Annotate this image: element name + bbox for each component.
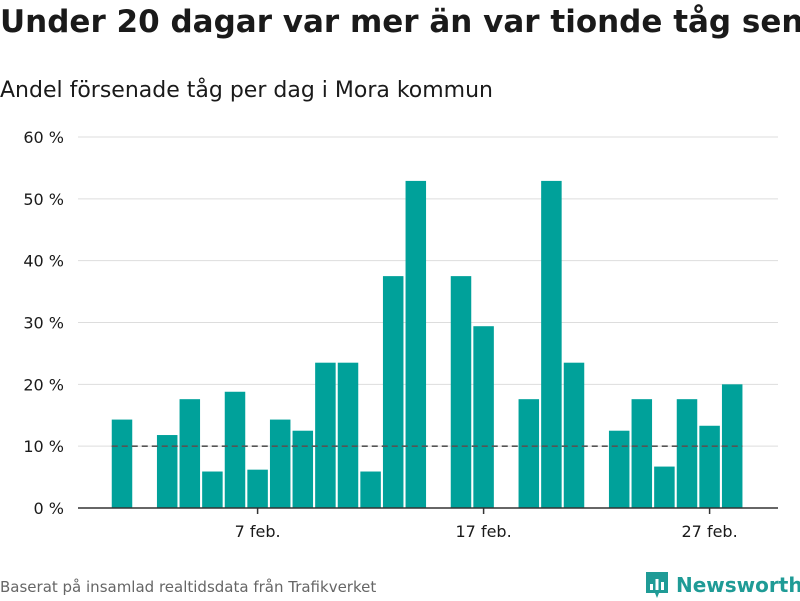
bar — [676, 399, 698, 508]
y-tick-label: 10 % — [23, 437, 64, 456]
bar — [405, 180, 427, 508]
y-tick-label: 20 % — [23, 375, 64, 394]
y-axis-labels: 0 % 10 % 20 % 30 % 40 % 50 % 60 % — [23, 128, 64, 518]
bar — [654, 466, 675, 508]
bar — [360, 471, 381, 508]
bar — [156, 435, 178, 508]
newsworthy-logo-icon — [646, 572, 668, 598]
bar — [699, 425, 720, 508]
bar — [224, 391, 246, 508]
bar — [473, 326, 494, 508]
bars — [111, 180, 743, 508]
bar — [382, 276, 404, 508]
y-tick-label: 30 % — [23, 314, 64, 333]
bar — [337, 362, 359, 508]
bar — [269, 419, 291, 508]
brand-name: Newsworthy — [676, 573, 800, 597]
bar — [202, 471, 223, 508]
bar — [315, 362, 336, 508]
bar — [541, 180, 562, 508]
chart-subtitle: Andel försenade tåg per dag i Mora kommu… — [0, 78, 494, 103]
newsworthy-logo: Newsworthy — [644, 569, 800, 601]
bar — [563, 362, 585, 508]
y-tick-label: 40 % — [23, 252, 64, 271]
bar — [450, 276, 472, 508]
bar — [518, 399, 540, 508]
y-tick-label: 50 % — [23, 190, 64, 209]
y-tick-label: 0 % — [34, 499, 64, 518]
bar — [631, 399, 653, 508]
bar — [292, 430, 314, 508]
bar — [247, 469, 268, 508]
x-tick-label: 7 feb. — [235, 522, 281, 541]
source-note: Baserat på insamlad realtidsdata från Tr… — [0, 578, 377, 596]
bar — [608, 430, 630, 508]
bar — [111, 419, 133, 508]
chart-title: Under 20 dagar var mer än var tionde tåg… — [0, 4, 800, 40]
y-tick-label: 60 % — [23, 128, 64, 147]
bar — [179, 399, 201, 508]
bar-chart: 0 % 10 % 20 % 30 % 40 % 50 % 60 % 7 feb. 17 feb… — [23, 128, 778, 541]
x-axis — [78, 507, 778, 514]
x-tick-label: 17 feb. — [456, 522, 512, 541]
x-tick-label: 27 feb. — [682, 522, 738, 541]
x-axis-labels: 7 feb. 17 feb. 27 feb. — [235, 522, 738, 541]
